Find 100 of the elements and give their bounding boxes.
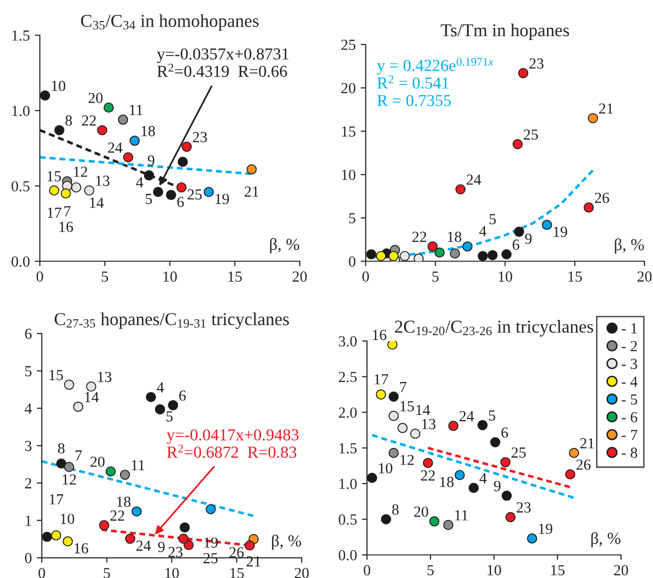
- annotation: 4: [480, 473, 487, 484]
- annotation: 22: [110, 510, 124, 521]
- point: [505, 512, 516, 522]
- point: [106, 466, 116, 477]
- annotation: 7: [64, 206, 70, 216]
- x-tick-label: 0: [38, 568, 46, 578]
- annotation: 8: [58, 443, 65, 454]
- y-tick-label: 15: [342, 126, 356, 137]
- point: [366, 249, 376, 260]
- y-tick-label: 3: [25, 440, 32, 452]
- annotation: 5: [490, 214, 496, 224]
- annotation: 10: [52, 80, 66, 92]
- point: [125, 534, 136, 544]
- annotation: 9: [148, 155, 154, 166]
- annotation: 13: [96, 176, 110, 186]
- point: [123, 152, 134, 162]
- annotation: 19: [554, 226, 568, 237]
- x-tick-label: 10: [165, 568, 179, 578]
- chart-title: 2C$_{19‐20}$/C$_{23‐26}$ in tricyclanes: [395, 320, 594, 336]
- annotation: 14: [90, 198, 104, 208]
- annotation: 22: [82, 115, 96, 126]
- point: [477, 420, 488, 430]
- annotation: 25: [188, 189, 202, 200]
- annotation: 4: [479, 226, 486, 236]
- point: [428, 241, 438, 252]
- y-tick-label: 2.0: [338, 407, 357, 418]
- point: [388, 392, 399, 402]
- x-tick-label: 10: [488, 565, 502, 576]
- annotation: 17: [374, 374, 388, 384]
- annotation: 5: [489, 410, 496, 421]
- y-tick-label: 1.0: [340, 478, 357, 490]
- annotation: 19: [538, 524, 552, 534]
- annotation: 24: [466, 174, 482, 185]
- annotation: 11: [130, 104, 142, 115]
- annotation: 5: [166, 411, 173, 422]
- point: [462, 241, 473, 252]
- point: [502, 490, 512, 501]
- x-axis-title: β, %: [272, 534, 302, 550]
- annotation: 5: [146, 194, 152, 204]
- y-tick-label: 2.5: [338, 372, 357, 382]
- y-tick-label: 10: [342, 170, 356, 180]
- point: [487, 250, 498, 260]
- x-tick-label: 20: [292, 271, 307, 282]
- y-tick-label: 1.5: [12, 30, 30, 41]
- annotation: 25: [524, 129, 538, 140]
- point: [448, 420, 458, 431]
- legend-label: - 5: [622, 394, 638, 405]
- annotation: 10: [378, 463, 392, 474]
- point: [56, 458, 66, 469]
- y-tick-label: 4: [24, 404, 32, 414]
- point: [501, 249, 512, 260]
- point: [434, 247, 445, 258]
- y-tick-label: 5: [349, 213, 356, 224]
- annotation: y=-0.0357x+0.8731 R$^{2}$=0.4319 R=0.66: [156, 48, 288, 78]
- annotation: 14: [85, 392, 99, 402]
- point: [204, 186, 214, 198]
- x-axis-title: β, %: [591, 532, 620, 548]
- point: [400, 250, 410, 262]
- point: [176, 182, 187, 193]
- point: [152, 186, 164, 198]
- point: [414, 254, 424, 262]
- annotation: 18: [440, 476, 454, 488]
- point: [180, 522, 190, 533]
- x-tick-label: 5: [432, 272, 439, 282]
- point: [146, 392, 156, 402]
- point: [104, 102, 114, 113]
- point: [468, 482, 479, 493]
- annotation: 16: [372, 330, 386, 340]
- annotation: 23: [529, 58, 544, 69]
- annotation: 14: [416, 404, 430, 416]
- annotation: 26: [230, 547, 244, 558]
- point: [178, 534, 189, 544]
- chart-title: C$_{35}$/C$_{34}$ in homohopanes: [81, 14, 259, 31]
- point: [376, 389, 386, 400]
- point: [178, 156, 188, 167]
- y-tick-label: 0.0: [12, 256, 30, 267]
- annotation: 18: [117, 496, 131, 507]
- point: [130, 136, 140, 146]
- annotation: 21: [599, 103, 613, 114]
- annotation: 15: [48, 171, 61, 182]
- annotation: 6: [501, 427, 508, 438]
- legend-label: - 2: [622, 341, 637, 352]
- point: [388, 448, 399, 458]
- annotation: 4: [136, 177, 144, 188]
- annotation: 20: [414, 506, 428, 517]
- y-tick-label: 0: [25, 552, 32, 564]
- point: [206, 504, 216, 514]
- y-tick-label: 6: [25, 328, 32, 339]
- x-tick-label: 5: [104, 568, 110, 578]
- annotation: 7: [400, 382, 406, 392]
- point: [118, 114, 128, 125]
- annotation: 21: [246, 556, 260, 566]
- x-tick-label: 15: [568, 271, 582, 282]
- point: [565, 469, 576, 480]
- x-tick-label: 10: [498, 271, 512, 282]
- annotation: 19: [216, 194, 229, 204]
- point: [380, 514, 392, 524]
- point: [49, 185, 60, 196]
- point: [40, 90, 50, 101]
- y-tick-label: 0.5: [338, 514, 357, 525]
